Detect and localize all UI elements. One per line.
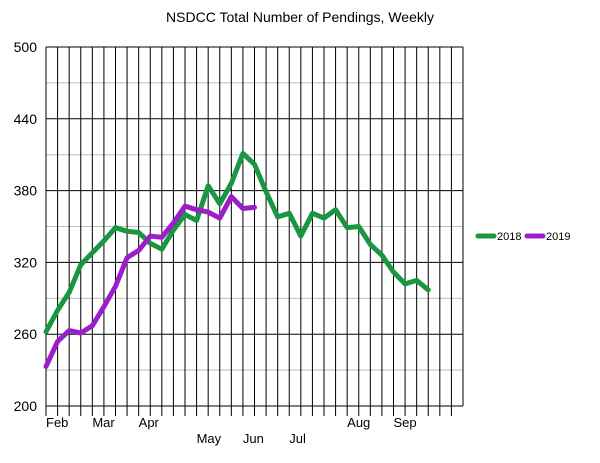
data-point-2019 [114, 284, 117, 288]
data-point-2019 [183, 204, 187, 208]
data-point-2018 [56, 308, 60, 312]
data-point-2019 [218, 216, 222, 220]
data-point-2018 [148, 241, 152, 245]
data-point-2018 [218, 202, 222, 206]
x-month-label: Jun [243, 431, 264, 446]
data-point-2019 [253, 205, 256, 209]
data-point-2019 [90, 324, 94, 328]
data-point-2018 [102, 239, 106, 243]
data-point-2019 [206, 210, 210, 214]
data-point-2019 [148, 234, 152, 238]
y-tick-label: 440 [14, 111, 38, 127]
y-tick-label: 200 [14, 398, 38, 414]
data-point-2018 [415, 278, 419, 282]
data-point-2018 [79, 263, 83, 267]
data-point-2019 [102, 305, 106, 309]
x-month-label: Feb [46, 415, 68, 430]
data-point-2018 [253, 162, 256, 166]
data-point-2019 [137, 248, 141, 252]
data-point-2019 [44, 365, 48, 369]
data-point-2018 [183, 213, 187, 217]
data-point-2018 [403, 282, 407, 286]
data-point-2018 [195, 219, 199, 223]
data-point-2018 [264, 190, 268, 194]
data-point-2018 [287, 211, 291, 215]
data-point-2018 [67, 290, 71, 294]
y-tick-label: 380 [14, 183, 38, 199]
data-point-2019 [171, 221, 175, 225]
data-point-2018 [241, 152, 245, 156]
x-month-label: Mar [92, 415, 115, 430]
data-point-2019 [67, 329, 71, 333]
data-point-2018 [114, 226, 117, 230]
data-point-2018 [276, 215, 280, 219]
x-month-label: May [197, 431, 222, 446]
data-point-2019 [241, 207, 245, 211]
data-point-2018 [44, 330, 48, 334]
data-point-2018 [137, 230, 141, 234]
data-point-2018 [334, 208, 338, 212]
data-point-2018 [125, 229, 129, 233]
x-month-label: Jul [289, 431, 306, 446]
data-point-2019 [79, 331, 83, 335]
data-point-2019 [229, 195, 233, 199]
data-point-2019 [56, 339, 60, 343]
data-point-2018 [206, 184, 210, 188]
data-point-2018 [299, 234, 303, 238]
data-point-2018 [426, 288, 430, 292]
y-tick-label: 500 [14, 39, 38, 55]
chart-title: NSDCC Total Number of Pendings, Weekly [166, 9, 434, 25]
data-point-2018 [171, 228, 175, 232]
data-point-2018 [90, 251, 94, 255]
x-month-label: Aug [347, 415, 370, 430]
data-point-2018 [229, 181, 233, 185]
data-point-2018 [380, 253, 384, 257]
data-point-2018 [160, 247, 164, 251]
data-point-2018 [345, 226, 349, 230]
data-point-2018 [322, 216, 326, 220]
x-month-label: Sep [394, 415, 417, 430]
data-point-2018 [392, 270, 395, 274]
data-point-2019 [160, 235, 164, 239]
y-tick-label: 260 [14, 326, 38, 342]
x-month-label: Apr [139, 415, 160, 430]
legend-label-2018: 2018 [497, 231, 521, 243]
legend-label-2019: 2019 [546, 231, 570, 243]
series-line-2018 [43, 151, 431, 335]
y-tick-label: 320 [14, 254, 38, 270]
data-point-2018 [368, 242, 372, 246]
data-point-2019 [195, 208, 199, 212]
data-point-2018 [357, 225, 361, 228]
data-point-2019 [125, 256, 129, 260]
data-point-2018 [310, 211, 314, 215]
